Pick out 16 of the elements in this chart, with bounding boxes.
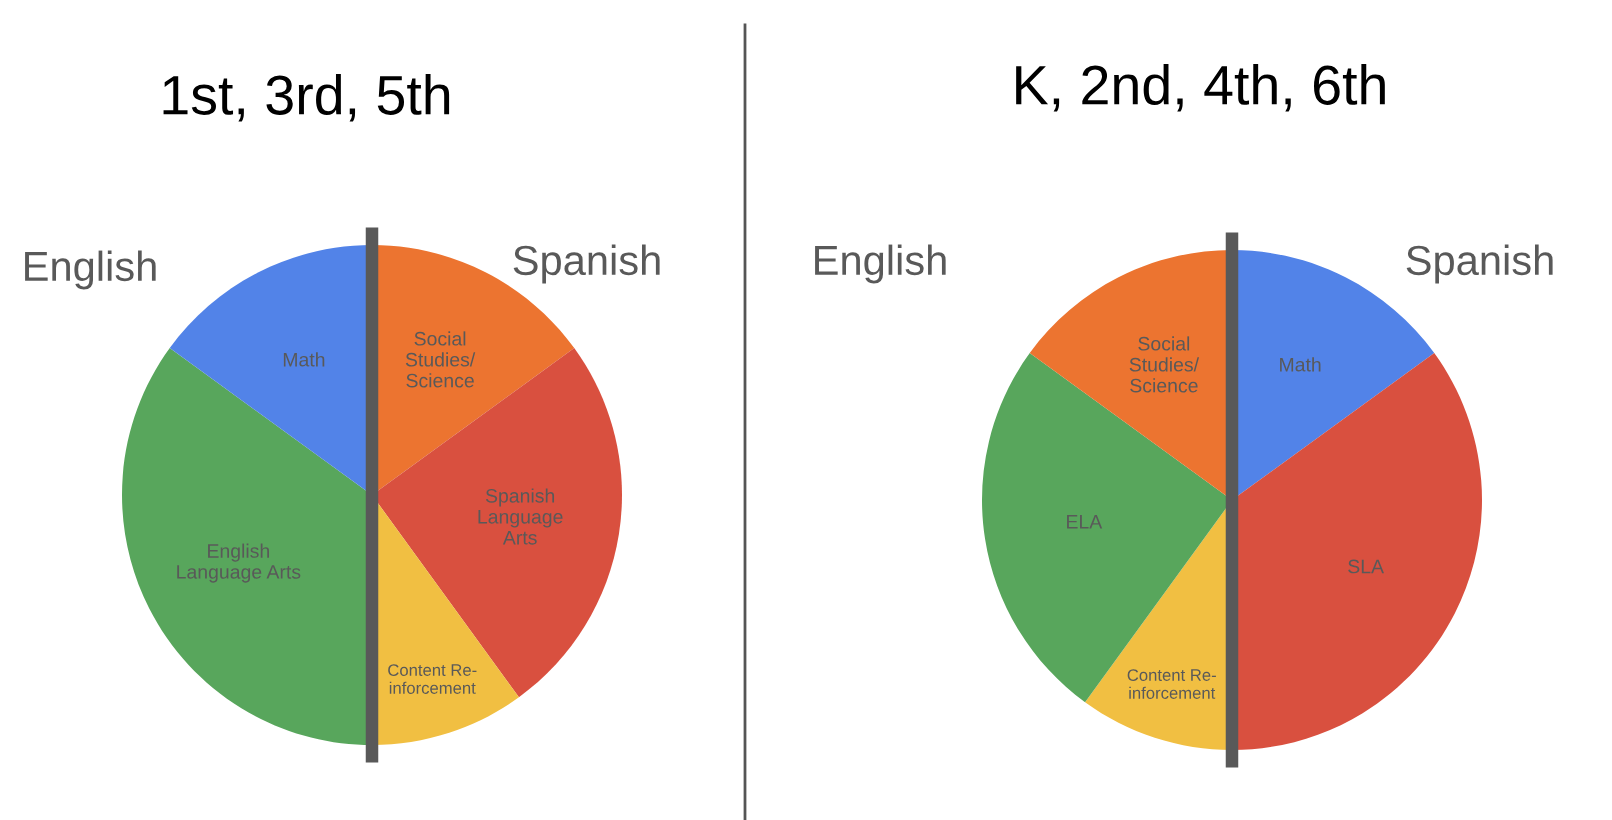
text: English (815, 244, 946, 284)
text: English (25, 250, 156, 290)
text: Spanish (1406, 244, 1553, 284)
slice-label: English Language Arts (177, 543, 301, 583)
chart-title: 1st, 3rd, 5th (163, 74, 450, 122)
slice-label: SLA (1348, 559, 1384, 574)
slice-label: ELA (1067, 515, 1103, 529)
text: Spanish (513, 244, 660, 284)
slice-label: Social Studies/ Science (1129, 336, 1200, 393)
slice-label: Content Re- inforcement (1127, 669, 1216, 699)
slice-label: Math (283, 352, 325, 367)
slice-label: Spanish Language Arts (478, 488, 563, 545)
slice-label: Social Studies/ Science (405, 331, 476, 388)
chart-title: K, 2nd, 4th, 6th (1016, 64, 1385, 112)
slice-label: Content Re- inforcement (388, 664, 477, 694)
slice-label: Math (1280, 357, 1321, 372)
